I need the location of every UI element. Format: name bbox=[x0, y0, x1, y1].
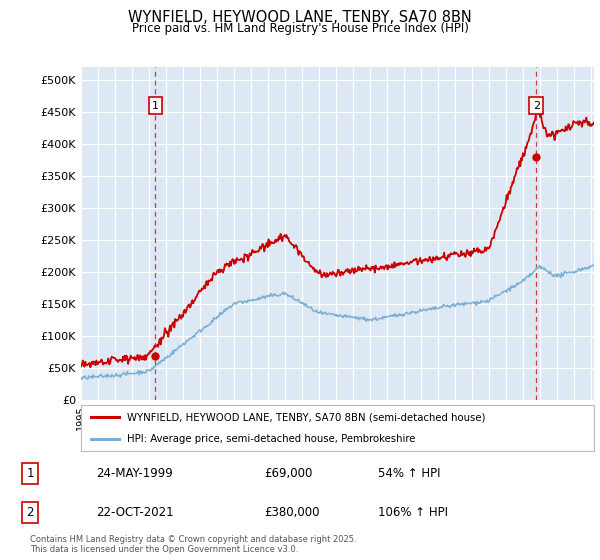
Text: 54% ↑ HPI: 54% ↑ HPI bbox=[378, 466, 440, 480]
Text: 22-OCT-2021: 22-OCT-2021 bbox=[96, 506, 173, 519]
Text: £69,000: £69,000 bbox=[264, 466, 313, 480]
Text: £380,000: £380,000 bbox=[264, 506, 320, 519]
Text: WYNFIELD, HEYWOOD LANE, TENBY, SA70 8BN (semi-detached house): WYNFIELD, HEYWOOD LANE, TENBY, SA70 8BN … bbox=[127, 412, 485, 422]
Text: Contains HM Land Registry data © Crown copyright and database right 2025.
This d: Contains HM Land Registry data © Crown c… bbox=[30, 535, 356, 554]
Text: 2: 2 bbox=[533, 101, 540, 111]
Text: 24-MAY-1999: 24-MAY-1999 bbox=[96, 466, 173, 480]
Text: 2: 2 bbox=[26, 506, 34, 519]
Text: WYNFIELD, HEYWOOD LANE, TENBY, SA70 8BN: WYNFIELD, HEYWOOD LANE, TENBY, SA70 8BN bbox=[128, 10, 472, 25]
Text: 1: 1 bbox=[152, 101, 159, 111]
Text: Price paid vs. HM Land Registry's House Price Index (HPI): Price paid vs. HM Land Registry's House … bbox=[131, 22, 469, 35]
Text: 106% ↑ HPI: 106% ↑ HPI bbox=[378, 506, 448, 519]
Text: 1: 1 bbox=[26, 466, 34, 480]
Text: HPI: Average price, semi-detached house, Pembrokeshire: HPI: Average price, semi-detached house,… bbox=[127, 435, 416, 444]
